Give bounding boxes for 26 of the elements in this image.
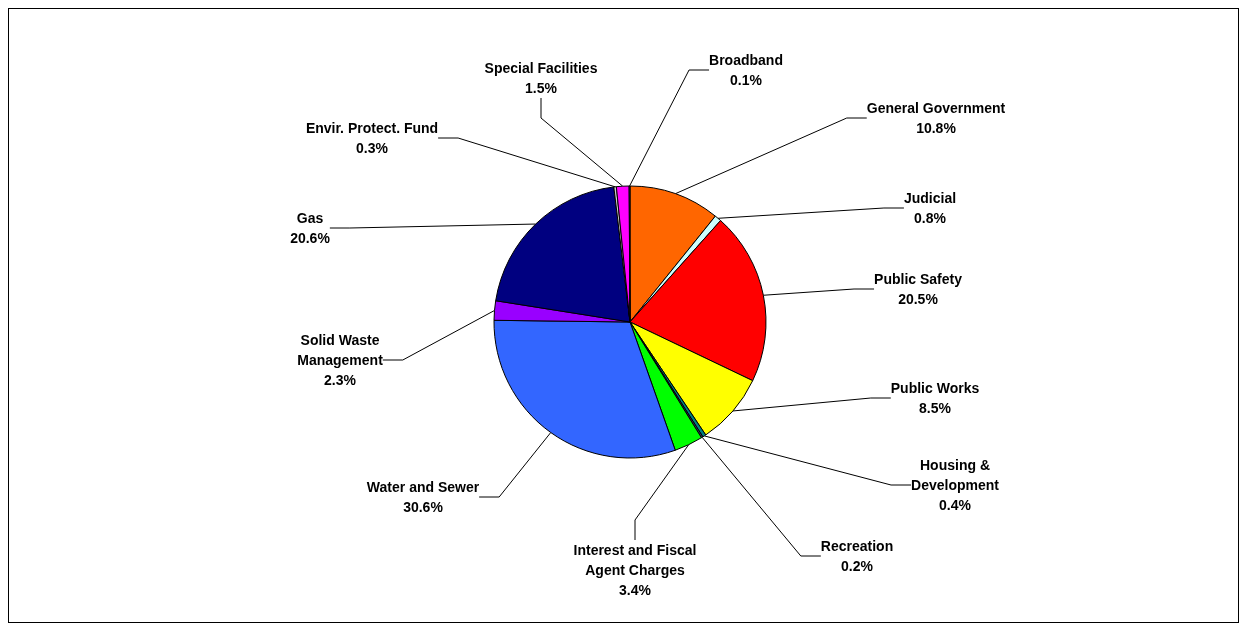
slice-label: Judicial bbox=[903, 190, 957, 206]
data-label: 2.3% bbox=[324, 372, 357, 388]
slice-label: Broadband bbox=[709, 52, 783, 68]
slice-label: Water and Sewer bbox=[366, 479, 480, 495]
data-label: 3.4% bbox=[619, 582, 652, 598]
slice-label: General Government bbox=[866, 100, 1006, 116]
data-label: 0.3% bbox=[356, 140, 389, 156]
slice-label: Envir. Protect. Fund bbox=[305, 120, 439, 136]
slice-label: Recreation bbox=[820, 538, 894, 554]
data-label: 0.2% bbox=[841, 558, 874, 574]
data-label: 10.8% bbox=[916, 120, 957, 136]
data-label: 0.4% bbox=[939, 497, 972, 513]
slice-label: Solid Waste Management bbox=[297, 332, 384, 368]
data-label: 20.6% bbox=[290, 230, 331, 246]
data-label: 0.1% bbox=[730, 72, 763, 88]
data-label: 8.5% bbox=[919, 400, 952, 416]
slice-label: Public Safety bbox=[874, 271, 963, 287]
data-label: 20.5% bbox=[898, 291, 939, 307]
slice-label: Housing & Development bbox=[911, 457, 1000, 493]
data-label: 0.8% bbox=[914, 210, 947, 226]
slice-label: Special Facilities bbox=[484, 60, 598, 76]
data-label: 30.6% bbox=[403, 499, 444, 515]
data-label: 1.5% bbox=[525, 80, 558, 96]
slice-label: Public Works bbox=[890, 380, 980, 396]
slice-label: Gas bbox=[296, 210, 324, 226]
slice-label: Interest and Fiscal Agent Charges bbox=[573, 542, 697, 578]
